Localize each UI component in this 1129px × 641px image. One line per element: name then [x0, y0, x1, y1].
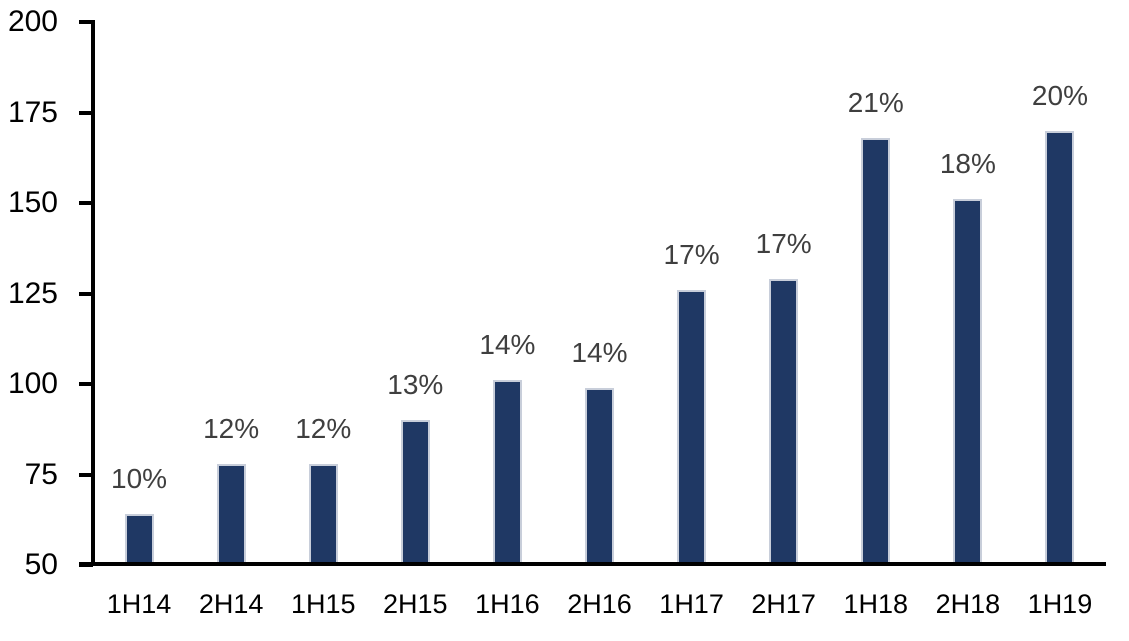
- x-axis-category-label: 2H14: [198, 589, 264, 619]
- y-axis-tick: [79, 201, 93, 205]
- y-axis-tick-label: 75: [24, 457, 58, 491]
- y-axis-tick-label: 200: [7, 5, 58, 38]
- x-axis-category-label: 1H16: [475, 589, 540, 619]
- bar: [216, 463, 246, 563]
- bar: [677, 289, 707, 563]
- bar: [769, 279, 799, 563]
- bar: [400, 420, 430, 563]
- x-axis-category-label: 1H15: [290, 589, 356, 619]
- bar-value-label: 12%: [203, 412, 260, 444]
- y-axis-tick: [79, 472, 93, 477]
- y-axis-tick-label: 125: [7, 276, 58, 310]
- bar-value-label: 17%: [663, 238, 720, 270]
- bar: [1045, 130, 1075, 563]
- bar-value-label: 13%: [387, 369, 444, 401]
- bar-value-label: 12%: [295, 412, 352, 444]
- bar: [861, 137, 891, 563]
- y-axis-tick: [79, 291, 93, 296]
- x-axis-line: [79, 562, 1106, 566]
- bar: [308, 463, 338, 563]
- bar-value-label: 20%: [1031, 79, 1088, 111]
- y-axis-tick: [79, 382, 93, 386]
- bar: [124, 514, 154, 563]
- y-axis-tick-label: 150: [7, 186, 58, 219]
- x-axis-category-label: 2H18: [935, 589, 1001, 619]
- y-axis-tick: [79, 110, 93, 115]
- bar-value-label: 21%: [847, 86, 904, 118]
- y-axis-tick: [79, 20, 93, 24]
- y-axis-tick-label: 100: [7, 367, 58, 400]
- bar-value-label: 17%: [755, 228, 812, 260]
- bar: [953, 199, 983, 563]
- bar-value-label: 14%: [479, 329, 536, 361]
- x-axis-category-label: 1H18: [843, 589, 909, 619]
- y-axis-tick-label: 175: [7, 95, 58, 129]
- bar: [585, 387, 614, 563]
- x-axis-category-label: 2H16: [567, 589, 632, 619]
- y-axis-tick-label: 50: [24, 548, 58, 581]
- y-axis-line: [91, 20, 95, 566]
- x-axis-category-label: 2H17: [751, 589, 816, 619]
- bar-value-label: 18%: [939, 148, 996, 180]
- bar-value-label: 14%: [571, 336, 628, 368]
- x-axis-category-label: 1H19: [1027, 589, 1093, 619]
- x-axis-category-label: 1H17: [659, 589, 724, 619]
- bar: [492, 380, 522, 563]
- bar-value-label: 10%: [111, 463, 168, 495]
- x-axis-category-label: 2H15: [383, 589, 448, 619]
- x-axis-category-label: 1H14: [106, 589, 172, 619]
